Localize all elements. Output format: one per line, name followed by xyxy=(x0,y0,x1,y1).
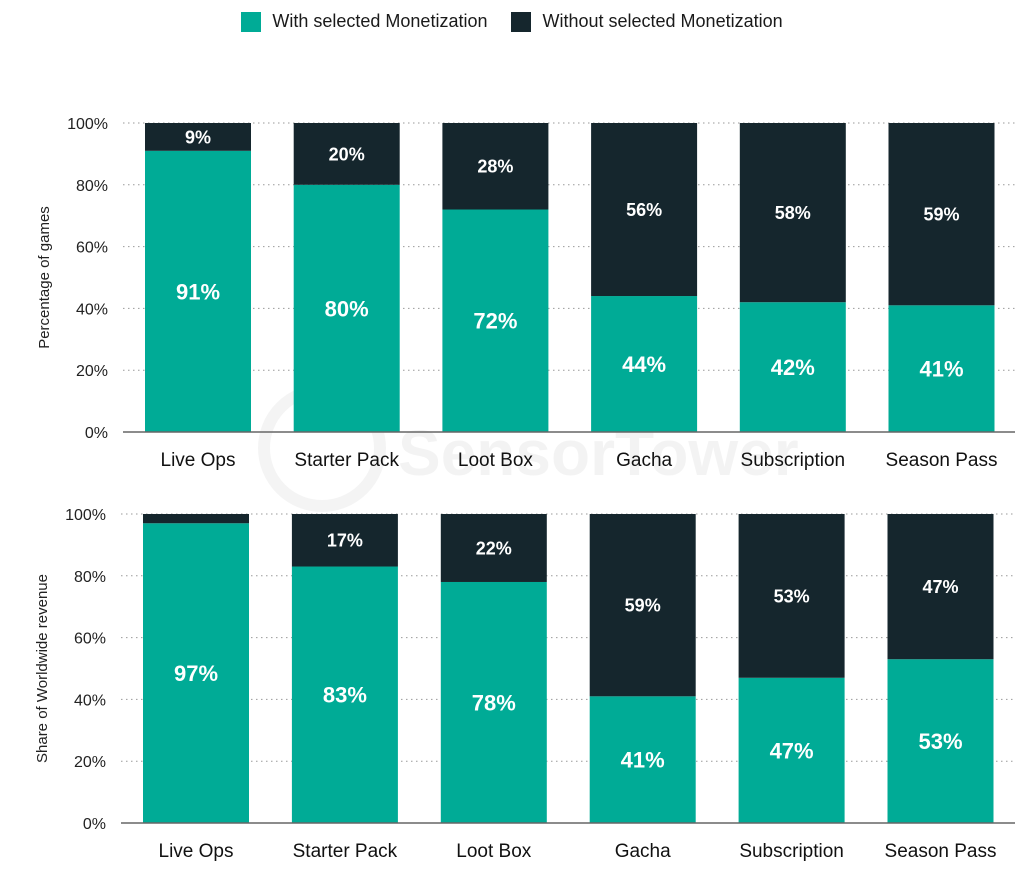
y-tick-label: 60% xyxy=(76,240,108,257)
x-category-label: Starter Pack xyxy=(294,450,399,471)
bar-segment-with[interactable] xyxy=(738,677,845,823)
y-tick-label: 0% xyxy=(83,816,106,833)
bar-segment-without[interactable] xyxy=(738,514,845,678)
bar-value-label: 59% xyxy=(625,596,661,616)
bar-value-label: 72% xyxy=(473,309,517,334)
y-tick-label: 100% xyxy=(67,116,108,133)
bar-value-label: 42% xyxy=(771,355,815,380)
x-category-label: Subscription xyxy=(741,450,846,471)
y-tick-label: 40% xyxy=(76,301,108,318)
bar-value-label: 41% xyxy=(621,748,665,773)
bar-segment-without[interactable] xyxy=(888,123,995,306)
y-tick-label: 20% xyxy=(74,754,106,771)
legend-label-with: With selected Monetization xyxy=(272,11,488,31)
x-category-label: Season Pass xyxy=(885,841,997,862)
bar-value-label: 22% xyxy=(476,538,512,558)
x-category-label: Season Pass xyxy=(886,450,998,471)
x-category-label: Gacha xyxy=(615,841,671,862)
bar-value-label: 56% xyxy=(626,200,662,220)
bar-value-label: 91% xyxy=(176,279,220,304)
bar-value-label: 17% xyxy=(327,531,363,551)
x-category-label: Loot Box xyxy=(456,841,531,862)
legend: With selected Monetization Without selec… xyxy=(0,11,1024,32)
bar-segment-without[interactable] xyxy=(442,123,549,210)
bar-value-label: 53% xyxy=(774,586,810,606)
x-category-label: Live Ops xyxy=(161,450,236,471)
bar-value-label: 59% xyxy=(923,205,959,225)
bar-segment-without[interactable] xyxy=(145,123,251,151)
x-category-label: Gacha xyxy=(616,450,672,471)
bar-segment-with[interactable] xyxy=(143,523,249,823)
bar-segment-without[interactable] xyxy=(291,514,398,567)
chart-games: 0% 20% 40% 60% 80% 100% Percentage of games 91%… xyxy=(36,116,1015,471)
bar-segment-with[interactable] xyxy=(589,696,696,823)
bar-segment-without[interactable] xyxy=(739,123,846,303)
y-tick-label: 80% xyxy=(76,178,108,195)
bar-value-label: 47% xyxy=(922,577,958,597)
legend-swatch-with xyxy=(241,11,262,32)
y-tick-label: 100% xyxy=(65,507,106,524)
bar-value-label: 28% xyxy=(477,157,513,177)
bar-value-label: 47% xyxy=(770,738,814,763)
bar-value-label: 80% xyxy=(325,296,369,321)
bar-segment-with[interactable] xyxy=(591,296,698,432)
y-tick-label: 80% xyxy=(74,569,106,586)
chart-revenue: 0% 20% 40% 60% 80% 100% Share of Worldwide rev… xyxy=(34,507,1015,862)
legend-item-with[interactable]: With selected Monetization xyxy=(241,11,487,32)
bar-segment-without[interactable] xyxy=(293,123,400,185)
y-tick-label: 0% xyxy=(85,425,108,442)
y-tick-label: 60% xyxy=(74,631,106,648)
legend-label-without: Without selected Monetization xyxy=(542,11,783,31)
bar-segment-with[interactable] xyxy=(442,209,549,432)
legend-swatch-without xyxy=(511,11,532,32)
x-category-label: Starter Pack xyxy=(293,841,398,862)
bar-segment-without[interactable] xyxy=(589,514,696,697)
bar-value-label: 20% xyxy=(329,144,365,164)
bar-value-label: 44% xyxy=(622,352,666,377)
bar-segment-without[interactable] xyxy=(143,514,249,524)
bar-segment-with[interactable] xyxy=(291,566,398,823)
bar-segment-without[interactable] xyxy=(440,514,547,582)
bar-segment-without[interactable] xyxy=(887,514,994,660)
bar-segment-with[interactable] xyxy=(739,302,846,432)
bar-value-label: 97% xyxy=(174,661,218,686)
x-category-label: Live Ops xyxy=(159,841,234,862)
y-tick-label: 20% xyxy=(76,363,108,380)
bar-segment-with[interactable] xyxy=(145,150,251,432)
y-axis-title: Share of Worldwide revenue xyxy=(34,574,51,763)
bar-value-label: 78% xyxy=(472,690,516,715)
bar-segment-with[interactable] xyxy=(293,184,400,432)
bar-value-label: 9% xyxy=(185,127,211,147)
bar-segment-with[interactable] xyxy=(440,581,547,823)
y-tick-label: 40% xyxy=(74,692,106,709)
bar-segment-without[interactable] xyxy=(591,123,698,297)
bar-value-label: 53% xyxy=(918,729,962,754)
legend-item-without[interactable]: Without selected Monetization xyxy=(511,11,783,32)
bar-value-label: 83% xyxy=(323,683,367,708)
bar-segment-with[interactable] xyxy=(888,305,995,432)
bar-value-label: 58% xyxy=(775,203,811,223)
bar-value-label: 41% xyxy=(919,357,963,382)
x-category-label: Loot Box xyxy=(458,450,533,471)
bar-segment-with[interactable] xyxy=(887,659,994,823)
y-axis-title: Percentage of games xyxy=(36,206,53,349)
x-category-label: Subscription xyxy=(739,841,844,862)
